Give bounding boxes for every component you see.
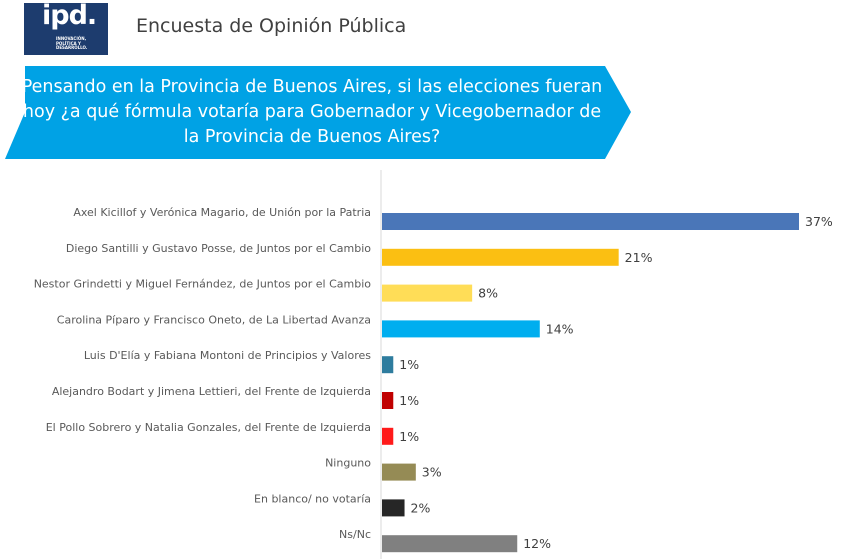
bar	[382, 463, 416, 481]
category-label: Alejandro Bodart y Jimena Lettieri, del …	[52, 385, 371, 398]
data-label: 2%	[411, 500, 431, 515]
logo: ipd. INNOVACIÓN, POLÍTICA Y DESARROLLO.	[24, 0, 108, 55]
bar	[382, 320, 540, 338]
data-label: 3%	[422, 465, 442, 480]
bar-chart: Axel Kicillof y Verónica Magario, de Uni…	[34, 170, 833, 559]
category-label: En blanco/ no votaría	[254, 492, 371, 505]
category-label: El Pollo Sobrero y Natalia Gonzales, del…	[46, 421, 371, 434]
bar	[382, 356, 394, 374]
bar	[382, 392, 394, 409]
logo-text: ipd.	[42, 0, 97, 31]
bar	[382, 248, 619, 266]
banner-arrow-shape	[5, 66, 631, 159]
category-label: Ns/Nc	[339, 528, 371, 541]
data-label: 1%	[399, 429, 419, 444]
category-label: Luis D'Elía y Fabiana Montoni de Princip…	[84, 349, 371, 362]
data-label: 1%	[399, 393, 419, 408]
data-label: 1%	[399, 357, 419, 372]
data-label: 8%	[478, 286, 498, 301]
bar	[382, 213, 799, 230]
data-label: 37%	[805, 214, 833, 229]
bar	[382, 535, 518, 553]
bar	[382, 499, 405, 517]
category-label: Carolina Píparo y Francisco Oneto, de La…	[57, 313, 371, 326]
category-label: Axel Kicillof y Verónica Magario, de Uni…	[73, 206, 371, 219]
data-label: 12%	[523, 536, 551, 551]
category-label: Ninguno	[325, 457, 371, 470]
logo-subtext: INNOVACIÓN, POLÍTICA Y DESARROLLO.	[56, 36, 88, 51]
data-label: 14%	[546, 321, 574, 336]
question-banner: Pensando en la Provincia de Buenos Aires…	[5, 66, 631, 159]
category-label: Nestor Grindetti y Miguel Fernández, de …	[34, 278, 372, 291]
page-title: Encuesta de Opinión Pública	[136, 15, 407, 37]
data-label: 21%	[625, 250, 653, 265]
bar	[382, 284, 473, 302]
bar	[382, 427, 394, 445]
question-text: Pensando en la Provincia de Buenos Aires…	[21, 77, 603, 147]
category-label: Diego Santilli y Gustavo Posse, de Junto…	[66, 242, 371, 255]
